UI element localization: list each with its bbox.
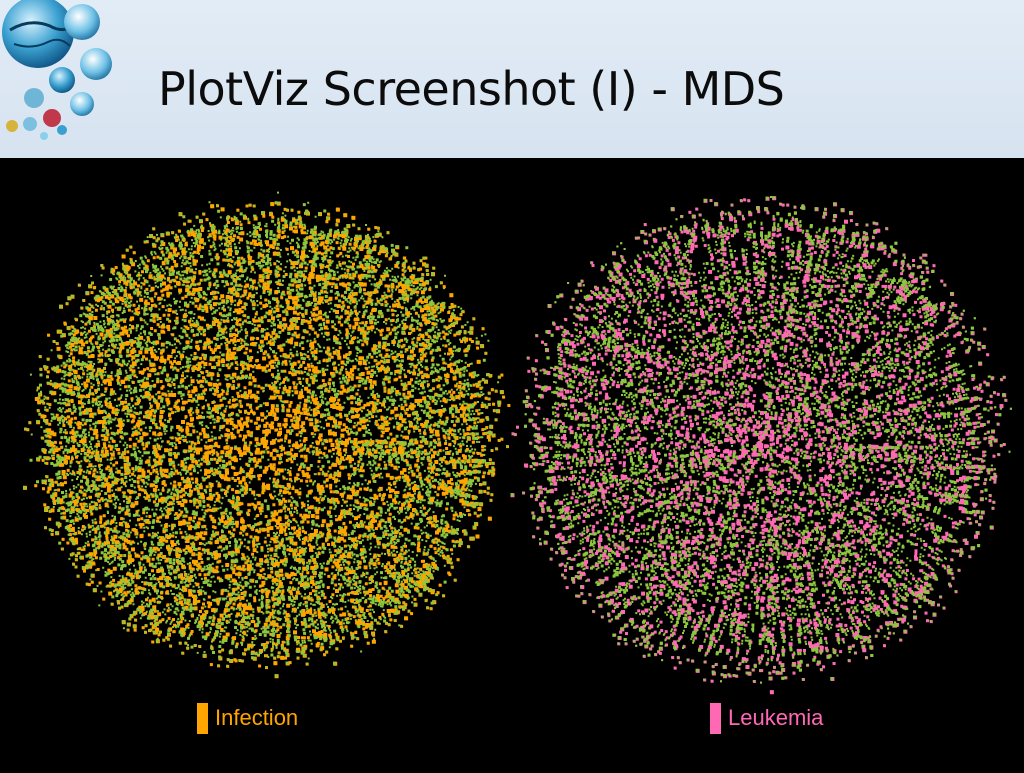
infection-points	[23, 201, 511, 679]
leukemia-scatter	[510, 196, 1012, 695]
legend-swatch-infection	[197, 702, 208, 734]
plot-area: Infection Leukemia	[0, 158, 1024, 768]
leukemia-points	[510, 196, 1008, 695]
slide-title: PlotViz Screenshot (I) - MDS	[158, 62, 785, 116]
legend-item-leukemia: Leukemia	[710, 702, 823, 734]
right-green-top-points	[510, 196, 1012, 684]
legend-label-leukemia: Leukemia	[728, 705, 824, 730]
scatter-plots	[23, 191, 1012, 695]
legend-item-infection: Infection	[197, 702, 298, 734]
left-green-top-points	[23, 201, 508, 678]
slide-header: PlotViz Screenshot (I) - MDS	[0, 0, 1024, 158]
infection-scatter	[23, 191, 511, 679]
left-green-points	[23, 191, 510, 678]
legend-swatch-leukemia	[710, 702, 721, 734]
globe-network-cluster-icon	[2, 0, 112, 140]
legend-label-infection: Infection	[215, 705, 299, 730]
